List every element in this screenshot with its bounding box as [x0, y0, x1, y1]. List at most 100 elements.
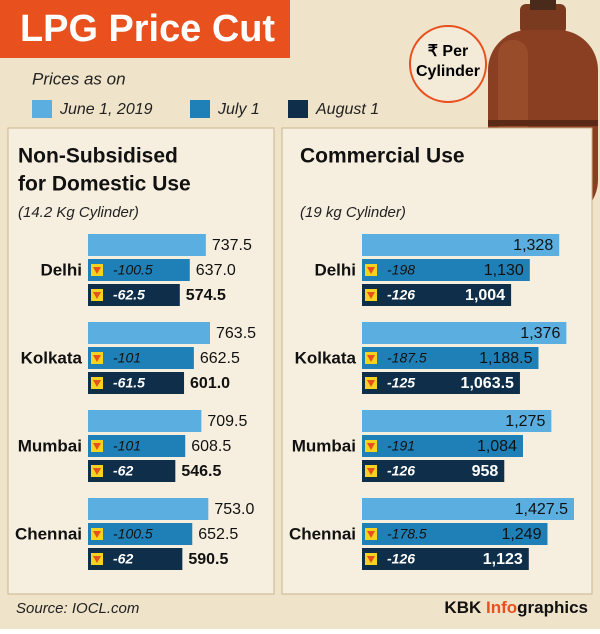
change-label: -126: [387, 287, 415, 303]
value-label: 763.5: [216, 325, 256, 342]
change-icon: [367, 531, 375, 538]
change-label: -100.5: [113, 526, 153, 542]
bar: [362, 259, 530, 281]
bar: [88, 498, 209, 520]
value-label: 1,130: [484, 262, 524, 279]
change-icon: [367, 355, 375, 362]
value-label: 1,084: [477, 438, 517, 455]
value-label: 753.0: [214, 501, 254, 518]
title-bar: [0, 0, 290, 58]
change-icon: [93, 468, 101, 475]
change-icon: [93, 292, 101, 299]
change-icon: [93, 355, 101, 362]
value-label: 1,004: [465, 287, 505, 304]
charts: Non-Subsidised for Domestic Use (14.2 Kg C…: [15, 145, 574, 570]
bar: [88, 322, 210, 344]
change-label: -198: [387, 262, 415, 278]
category-label: Kolkata: [295, 348, 357, 367]
bar: [88, 284, 180, 306]
category-label: Mumbai: [18, 436, 82, 455]
value-label: 601.0: [190, 375, 230, 392]
change-icon: [93, 556, 101, 563]
change-icon: [367, 292, 375, 299]
legend-heading: Prices as on: [32, 69, 126, 88]
value-label: 590.5: [188, 551, 228, 568]
bar: [88, 460, 176, 482]
legend-swatch: [190, 100, 210, 118]
bar: [362, 435, 523, 457]
change-icon: [93, 531, 101, 538]
category-label: Chennai: [15, 524, 82, 543]
bar: [362, 372, 520, 394]
bar: [362, 410, 552, 432]
category-label: Delhi: [314, 260, 356, 279]
change-label: -191: [387, 438, 415, 454]
chart-subtitle: (14.2 Kg Cylinder): [18, 204, 139, 221]
change-icon: [367, 267, 375, 274]
change-icon: [367, 468, 375, 475]
change-icon: [93, 443, 101, 450]
value-label: 1,376: [520, 325, 560, 342]
value-label: 1,249: [501, 526, 541, 543]
credit-highlight: Info: [486, 598, 517, 617]
legend-swatch: [32, 100, 52, 118]
value-label: 662.5: [200, 350, 240, 367]
bar: [362, 498, 574, 520]
category-label: Chennai: [289, 524, 356, 543]
value-label: 546.5: [181, 463, 221, 480]
category-label: Mumbai: [292, 436, 356, 455]
title: LPG Price Cut: [20, 8, 275, 50]
bar: [362, 234, 560, 256]
change-label: -61.5: [113, 375, 145, 391]
unit-badge: ₹ Per Cylinder: [409, 25, 487, 103]
bar: [362, 460, 505, 482]
value-label: 709.5: [207, 413, 247, 430]
change-icon: [93, 380, 101, 387]
change-label: -125: [387, 375, 415, 391]
category-label: Kolkata: [21, 348, 83, 367]
legend-swatch: [288, 100, 308, 118]
category-label: Delhi: [40, 260, 82, 279]
bar: [88, 372, 185, 394]
value-label: 737.5: [212, 237, 252, 254]
change-label: -100.5: [113, 262, 153, 278]
badge-line: Cylinder: [416, 63, 480, 80]
chart-title: Non-Subsidised: [18, 145, 178, 168]
change-label: -62.5: [113, 287, 145, 303]
bar: [362, 548, 529, 570]
source: Source: IOCL.com: [16, 600, 139, 617]
change-label: -126: [387, 463, 415, 479]
bar: [88, 548, 183, 570]
credit: KBK Infographics: [444, 598, 588, 617]
credit-suffix: graphics: [517, 598, 588, 617]
value-label: 574.5: [186, 287, 226, 304]
bar: [362, 347, 539, 369]
change-icon: [93, 267, 101, 274]
change-icon: [367, 443, 375, 450]
value-label: 652.5: [198, 526, 238, 543]
legend-label: July 1: [217, 101, 260, 118]
bar: [362, 322, 567, 344]
value-label: 608.5: [191, 438, 231, 455]
legend-label: August 1: [315, 101, 379, 118]
change-icon: [367, 556, 375, 563]
value-label: 1,427.5: [515, 501, 568, 518]
badge-line: ₹ Per: [428, 43, 468, 60]
chart-title: Commercial Use: [300, 145, 465, 168]
change-label: -187.5: [387, 350, 427, 366]
bar: [362, 523, 548, 545]
legend-label: June 1, 2019: [59, 101, 153, 118]
credit-prefix: KBK: [444, 598, 486, 617]
value-label: 1,063.5: [461, 375, 514, 392]
chart-subtitle: (19 kg Cylinder): [300, 204, 406, 221]
bar: [88, 410, 202, 432]
change-label: -101: [113, 438, 141, 454]
chart-title: for Domestic Use: [18, 173, 191, 196]
value-label: 637.0: [196, 262, 236, 279]
bar: [88, 523, 193, 545]
value-label: 1,188.5: [479, 350, 532, 367]
change-label: -126: [387, 551, 415, 567]
value-label: 958: [472, 463, 499, 480]
value-label: 1,123: [483, 551, 523, 568]
